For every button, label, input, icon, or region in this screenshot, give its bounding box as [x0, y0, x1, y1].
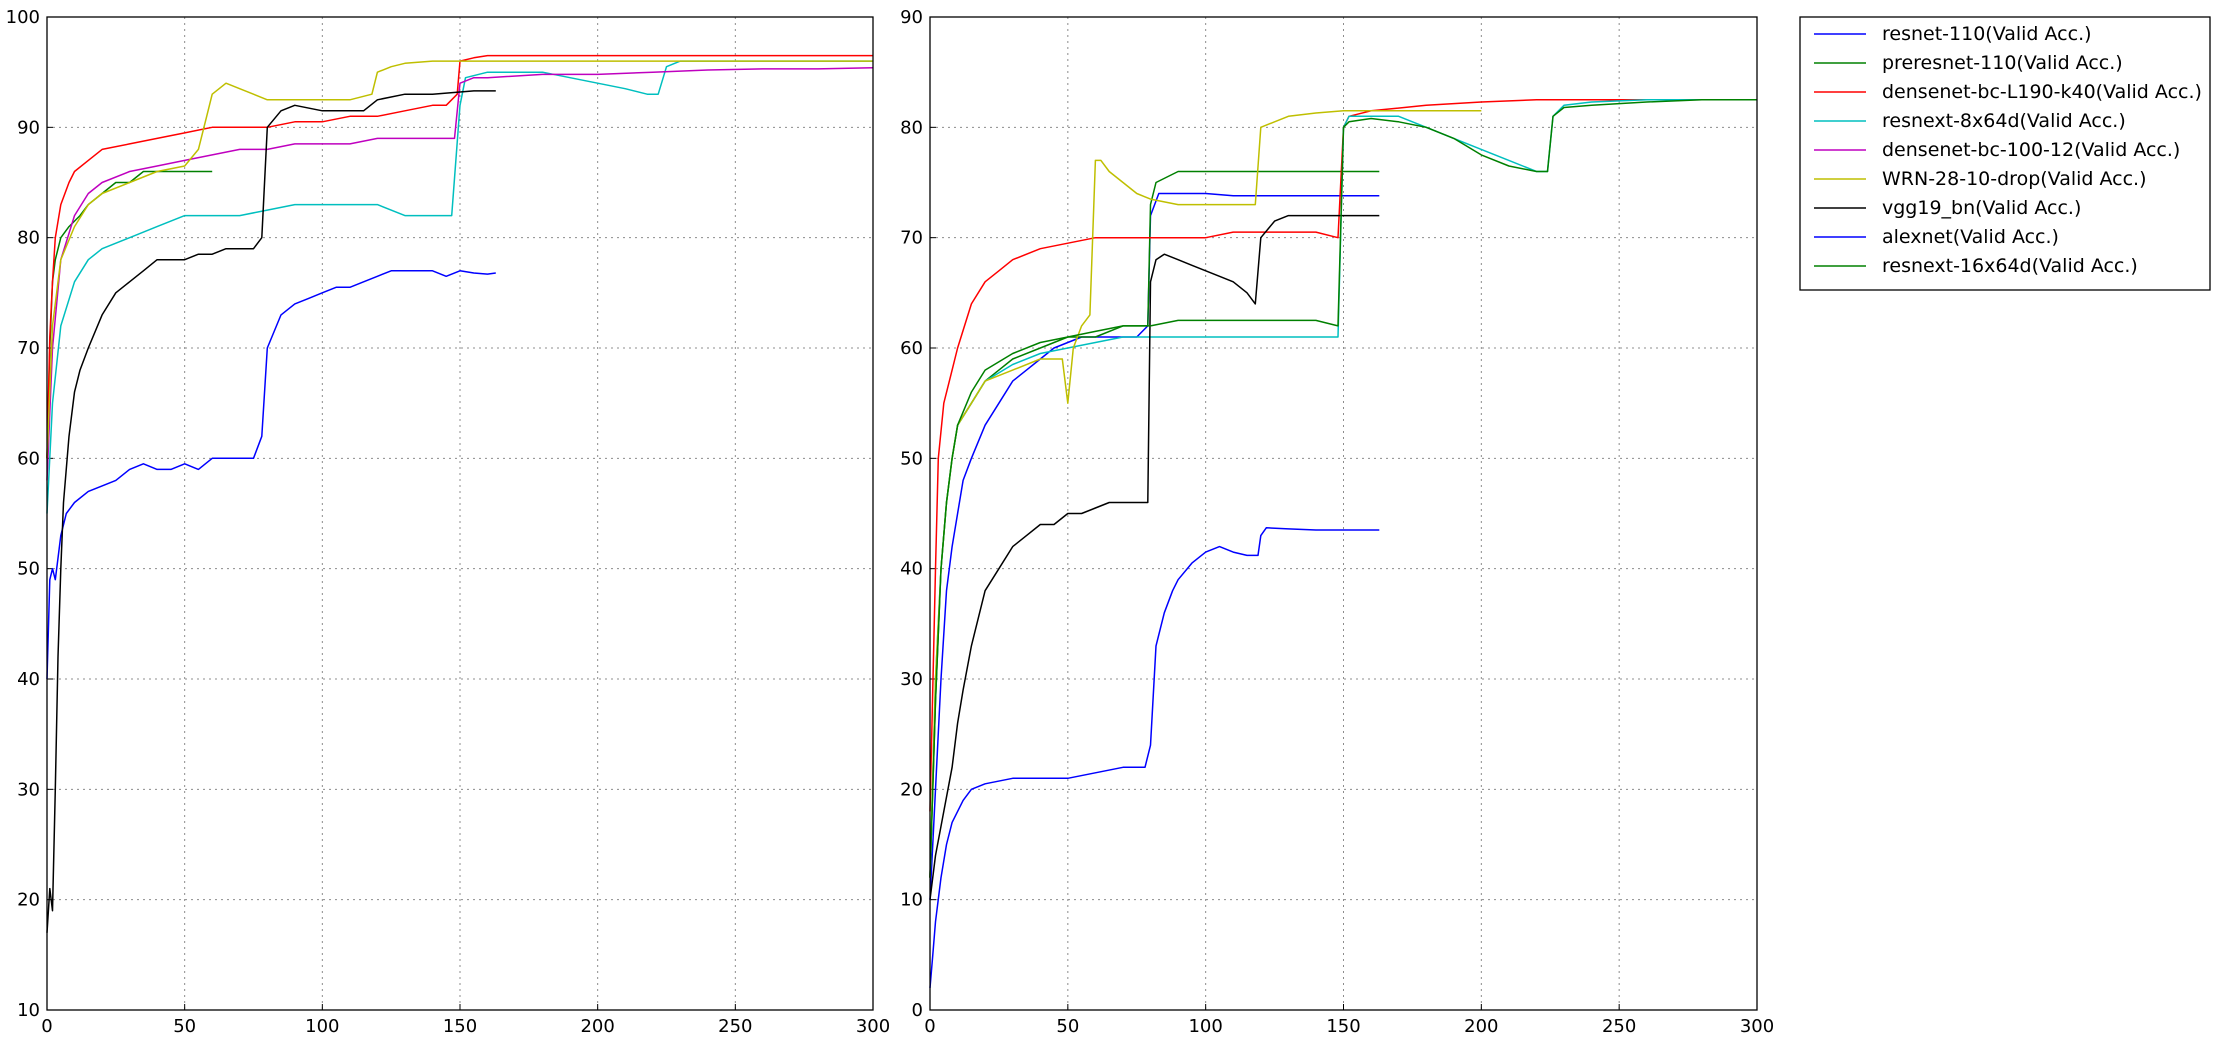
series-line-6	[929, 214, 1380, 900]
legend-frame	[1799, 16, 2211, 291]
y-tick-label: 10	[900, 890, 923, 911]
x-tick-label: 100	[1188, 1016, 1222, 1037]
axes-frame	[929, 16, 1758, 1011]
axes-frame	[46, 16, 874, 1011]
series-line-8	[929, 99, 1757, 878]
legend-label: WRN-28-10-drop(Valid Acc.)	[1882, 168, 2147, 190]
legend-label: resnext-8x64d(Valid Acc.)	[1882, 110, 2126, 132]
x-tick-label: 250	[718, 1016, 752, 1037]
y-tick-label: 80	[17, 228, 40, 249]
right-chart: 0 50 100 150 200 250 300 0 10 20 30 40 50 60 70 80 90	[900, 7, 1774, 1037]
x-tick-label: 0	[41, 1016, 52, 1037]
x-tick-label: 250	[1602, 1016, 1636, 1037]
legend-label: densenet-bc-100-12(Valid Acc.)	[1882, 139, 2180, 161]
x-tick-label: 300	[1740, 1016, 1774, 1037]
x-tick-label: 150	[1326, 1016, 1360, 1037]
legend-label: densenet-bc-L190-k40(Valid Acc.)	[1882, 81, 2202, 103]
legend-label: preresnet-110(Valid Acc.)	[1882, 52, 2123, 74]
series-line-5	[929, 110, 1482, 878]
x-tick-label: 50	[173, 1016, 196, 1037]
legend-label: vgg19_bn(Valid Acc.)	[1882, 197, 2081, 219]
y-tick-label: 40	[900, 559, 923, 580]
series-line-2	[46, 54, 873, 459]
x-tick-label: 150	[443, 1016, 477, 1037]
legend-label: resnext-16x64d(Valid Acc.)	[1882, 255, 2138, 277]
y-tick-label: 60	[17, 448, 40, 469]
y-tick-label: 100	[6, 7, 40, 28]
y-tick-label: 0	[912, 1000, 923, 1021]
series-line-0	[46, 270, 496, 680]
legend-label: alexnet(Valid Acc.)	[1882, 226, 2059, 248]
y-tick-label: 80	[900, 117, 923, 138]
x-tick-label: 200	[580, 1016, 614, 1037]
x-tick-label: 300	[856, 1016, 890, 1037]
y-tick-label: 10	[17, 1000, 40, 1021]
series-line-2	[929, 99, 1757, 812]
x-tick-label: 100	[305, 1016, 339, 1037]
series-line-3	[46, 60, 873, 514]
y-tick-label: 60	[900, 338, 923, 359]
y-tick-label: 30	[900, 669, 923, 690]
x-tick-label: 200	[1464, 1016, 1498, 1037]
y-tick-label: 50	[900, 448, 923, 469]
series-line-5	[46, 60, 873, 459]
y-tick-label: 30	[17, 779, 40, 800]
y-tick-label: 40	[17, 669, 40, 690]
legend: resnet-110(Valid Acc.) preresnet-110(Vali…	[1799, 16, 2211, 291]
y-tick-label: 70	[900, 228, 923, 249]
y-tick-label: 90	[900, 7, 923, 28]
series-line-7	[929, 527, 1380, 988]
legend-label: resnet-110(Valid Acc.)	[1882, 23, 2092, 45]
x-tick-label: 0	[924, 1016, 935, 1037]
y-tick-label: 70	[17, 338, 40, 359]
series-line-4	[46, 67, 874, 481]
y-tick-label: 20	[17, 890, 40, 911]
x-tick-label: 50	[1056, 1016, 1079, 1037]
y-tick-label: 90	[17, 117, 40, 138]
series-line-6	[46, 90, 496, 933]
y-tick-label: 50	[17, 559, 40, 580]
left-chart: 0 50 100 150 200 250 300 10 20 30 40 50 60 70 80 90 100	[6, 7, 891, 1037]
y-tick-label: 20	[900, 779, 923, 800]
